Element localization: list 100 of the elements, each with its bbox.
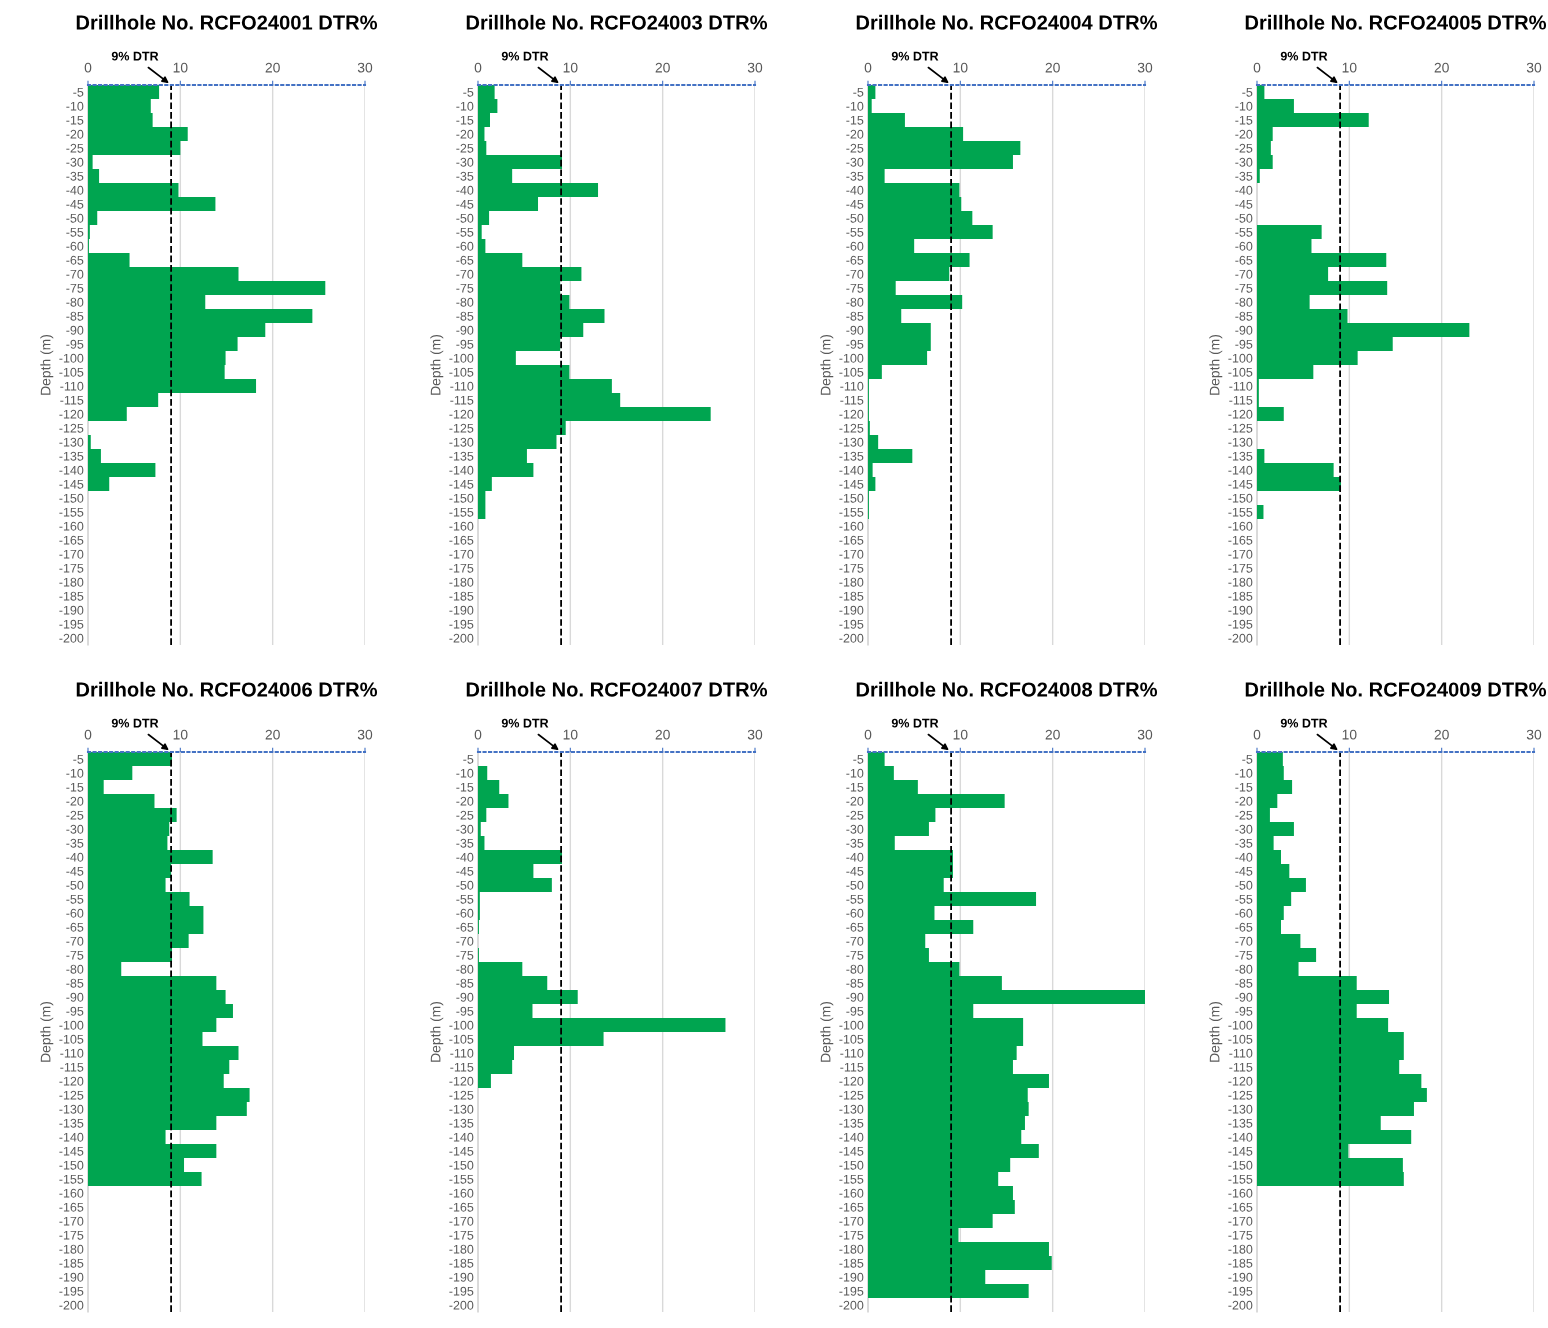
y-tick-label: -105 bbox=[1228, 367, 1253, 377]
y-tick-label: -75 bbox=[1235, 283, 1253, 293]
y-tick-label: -185 bbox=[1228, 1258, 1253, 1268]
y-tick-label: -60 bbox=[846, 908, 864, 918]
y-tick-label: -125 bbox=[449, 1090, 474, 1100]
y-tick-label: -120 bbox=[59, 1076, 84, 1086]
y-tick-label: -60 bbox=[66, 241, 84, 251]
y-tick-label: -140 bbox=[1228, 1132, 1253, 1142]
y-tick-label: -15 bbox=[1235, 115, 1253, 125]
y-axis-title: Depth (m) bbox=[40, 334, 54, 395]
y-tick-label: -100 bbox=[449, 1020, 474, 1030]
y-tick-label: -110 bbox=[60, 1048, 84, 1058]
y-axis-title: Depth (m) bbox=[430, 334, 444, 395]
y-tick-label: -175 bbox=[449, 1230, 474, 1240]
y-tick-label: -135 bbox=[839, 1118, 864, 1128]
y-tick-label: -180 bbox=[839, 1244, 864, 1254]
y-tick-label: -70 bbox=[846, 269, 864, 279]
y-tick-label: -125 bbox=[839, 423, 864, 433]
y-tick-label: -180 bbox=[59, 1244, 84, 1254]
y-tick-label: -70 bbox=[1235, 936, 1253, 946]
y-tick-label: -180 bbox=[449, 1244, 474, 1254]
y-tick-label: -45 bbox=[66, 199, 84, 209]
y-tick-label: -200 bbox=[1228, 633, 1253, 643]
y-tick-label: -25 bbox=[846, 143, 864, 153]
y-tick-label: -85 bbox=[66, 311, 84, 321]
y-tick-label: -25 bbox=[1235, 143, 1253, 153]
y-tick-label: -125 bbox=[59, 1090, 84, 1100]
y-tick-label: -120 bbox=[839, 1076, 864, 1086]
y-tick-label: -60 bbox=[66, 908, 84, 918]
x-tick-label: 0 bbox=[864, 729, 872, 740]
y-tick-label: -160 bbox=[59, 521, 84, 531]
y-tick-label: -175 bbox=[1228, 1230, 1253, 1240]
x-tick-label: 0 bbox=[474, 729, 482, 740]
x-tick-label: 30 bbox=[1526, 729, 1542, 740]
x-tick-label: 30 bbox=[1526, 62, 1542, 73]
y-tick-label: -90 bbox=[1235, 325, 1253, 335]
y-tick-label: -55 bbox=[66, 894, 84, 904]
y-tick-label: -25 bbox=[1235, 810, 1253, 820]
y-tick-label: -190 bbox=[1228, 605, 1253, 615]
y-tick-label: -95 bbox=[456, 1006, 474, 1016]
y-tick-label: -190 bbox=[449, 605, 474, 615]
y-tick-label: -70 bbox=[1235, 269, 1253, 279]
y-tick-label: -195 bbox=[449, 619, 474, 629]
y-tick-label: -35 bbox=[456, 171, 474, 181]
y-tick-label: -155 bbox=[59, 507, 84, 517]
y-tick-label: -140 bbox=[839, 465, 864, 475]
ref-line-label: 9% DTR bbox=[1280, 718, 1328, 728]
y-tick-label: -15 bbox=[66, 782, 84, 792]
y-tick-label: -10 bbox=[1235, 768, 1253, 778]
y-tick-label: -140 bbox=[449, 465, 474, 475]
ref-line-label: 9% DTR bbox=[891, 51, 939, 61]
y-tick-label: -10 bbox=[846, 101, 864, 111]
y-tick-label: -190 bbox=[839, 1272, 864, 1282]
x-tick-label: 10 bbox=[953, 62, 968, 73]
y-tick-label: -195 bbox=[839, 1286, 864, 1296]
y-tick-label: -155 bbox=[839, 507, 864, 517]
y-tick-label: -200 bbox=[59, 1300, 84, 1310]
y-tick-label: -155 bbox=[449, 507, 474, 517]
y-tick-label: -65 bbox=[66, 255, 84, 265]
y-tick-label: -35 bbox=[456, 838, 474, 848]
y-tick-label: -95 bbox=[1235, 1006, 1253, 1016]
y-tick-label: -10 bbox=[846, 768, 864, 778]
x-tick-label: 20 bbox=[265, 729, 280, 740]
y-tick-label: -190 bbox=[59, 1272, 84, 1282]
y-tick-label: -160 bbox=[839, 1188, 864, 1198]
y-tick-label: -50 bbox=[846, 880, 864, 890]
x-tick-label: 20 bbox=[655, 62, 670, 73]
y-tick-label: -125 bbox=[839, 1090, 864, 1100]
y-tick-label: -20 bbox=[846, 129, 864, 139]
y-tick-label: -170 bbox=[1228, 549, 1253, 559]
y-tick-label: -95 bbox=[1235, 339, 1253, 349]
y-tick-label: -30 bbox=[456, 157, 474, 167]
y-tick-label: -120 bbox=[1228, 409, 1253, 419]
y-tick-label: -70 bbox=[846, 936, 864, 946]
y-tick-label: -40 bbox=[66, 852, 84, 862]
y-tick-label: -185 bbox=[839, 591, 864, 601]
y-tick-label: -35 bbox=[846, 171, 864, 181]
x-tick-label: 10 bbox=[1342, 62, 1357, 73]
x-tick-label: 20 bbox=[1434, 729, 1449, 740]
y-tick-label: -5 bbox=[463, 754, 474, 764]
ref-line-label: 9% DTR bbox=[111, 51, 159, 61]
y-tick-label: -165 bbox=[839, 1202, 864, 1212]
x-tick-label: 30 bbox=[1137, 62, 1153, 73]
y-tick-label: -85 bbox=[456, 978, 474, 988]
y-tick-label: -25 bbox=[66, 143, 84, 153]
y-tick-label: -135 bbox=[1228, 1118, 1253, 1128]
y-tick-label: -65 bbox=[846, 255, 864, 265]
y-tick-label: -90 bbox=[66, 992, 84, 1002]
y-tick-label: -200 bbox=[449, 633, 474, 643]
y-tick-label: -80 bbox=[846, 297, 864, 307]
y-tick-label: -5 bbox=[463, 87, 474, 97]
y-tick-label: -110 bbox=[840, 381, 864, 391]
y-tick-label: -180 bbox=[59, 577, 84, 587]
y-tick-label: -145 bbox=[449, 1146, 474, 1156]
y-tick-label: -105 bbox=[839, 1034, 864, 1044]
y-tick-label: -75 bbox=[456, 283, 474, 293]
y-tick-label: -20 bbox=[456, 796, 474, 806]
y-tick-label: -145 bbox=[449, 479, 474, 489]
y-tick-label: -200 bbox=[839, 1300, 864, 1310]
y-tick-label: -120 bbox=[449, 1076, 474, 1086]
